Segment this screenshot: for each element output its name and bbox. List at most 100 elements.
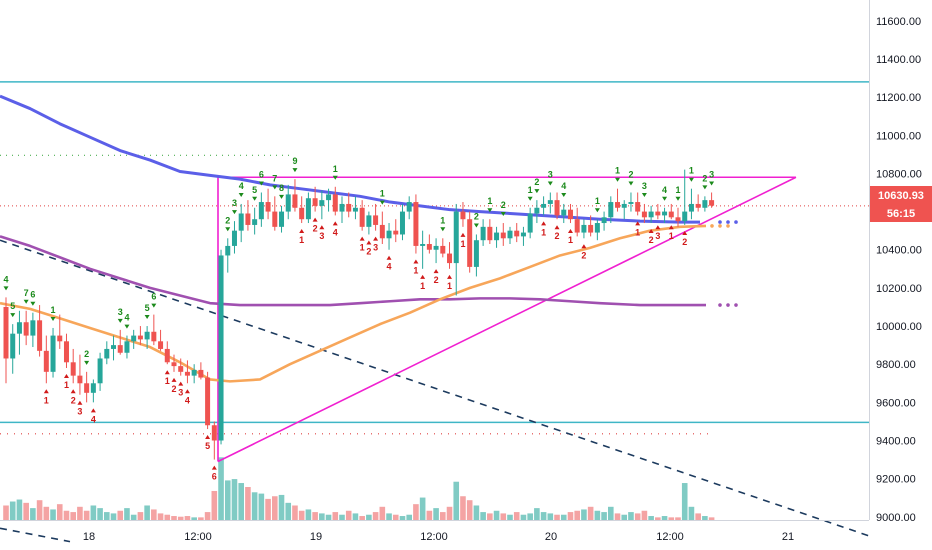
td-sell-count: 1	[360, 243, 365, 253]
candle-body	[534, 207, 540, 214]
td-down-triangle	[252, 196, 258, 201]
td-sell-count: 1	[669, 231, 674, 241]
candle-body	[359, 207, 365, 227]
volume-bar	[601, 512, 607, 520]
volume-bar	[581, 509, 587, 520]
td-down-triangle	[628, 181, 634, 186]
candle-body	[299, 207, 305, 220]
candle-body	[615, 202, 621, 208]
dashed-trendline-lower	[0, 527, 71, 543]
candle-body	[332, 194, 338, 212]
candle-body	[104, 348, 110, 359]
td-up-triangle	[90, 408, 96, 413]
td-down-triangle	[440, 227, 446, 232]
volume-bar	[258, 493, 265, 520]
td-sell-count: 1	[420, 281, 425, 291]
candle-body	[554, 200, 560, 216]
volume-bar	[366, 514, 372, 520]
candle-body	[191, 369, 197, 376]
volume-bar	[554, 514, 560, 520]
candle-body	[111, 345, 117, 349]
volume-bar	[83, 510, 90, 520]
volume-bar	[621, 514, 628, 520]
candle-body	[171, 362, 177, 367]
candle-body	[373, 215, 379, 225]
candle-body	[10, 333, 16, 359]
candle-body	[440, 245, 446, 254]
candle-body	[473, 240, 479, 267]
volume-bar	[648, 516, 654, 520]
td-buy-count: 6	[30, 290, 35, 300]
candle-body	[507, 230, 513, 239]
candle-body	[447, 253, 453, 264]
td-up-triangle	[581, 244, 587, 249]
candle-body	[279, 211, 285, 227]
volume-bar	[500, 513, 507, 520]
time-tick-label: 12:00	[656, 531, 684, 543]
td-up-triangle	[433, 269, 439, 274]
volume-bar	[325, 514, 332, 520]
candle-body	[413, 202, 419, 246]
volume-bar	[298, 510, 305, 520]
volume-bar	[245, 487, 251, 520]
ma-projection-dot	[710, 224, 714, 228]
td-down-triangle	[534, 189, 540, 194]
td-down-triangle	[238, 192, 244, 197]
candle-body	[117, 345, 123, 353]
candle-body	[547, 200, 553, 204]
volume-bar	[238, 483, 244, 520]
volume-bar	[151, 509, 157, 520]
td-down-triangle	[3, 286, 9, 291]
volume-bar	[520, 514, 527, 520]
dashed-trendline-main	[0, 239, 870, 537]
volume-bar	[406, 514, 412, 520]
td-buy-count: 8	[279, 183, 284, 193]
td-down-triangle	[30, 301, 36, 306]
td-up-triangle	[299, 229, 305, 234]
volume-bar	[164, 514, 171, 520]
volume-bar	[43, 506, 50, 520]
price-tick-label: 9000.00	[876, 512, 916, 524]
volume-bar	[251, 492, 258, 520]
candle-body	[198, 369, 204, 378]
td-buy-count: 5	[145, 303, 150, 313]
current-price-badge	[870, 186, 932, 204]
trend-lines	[0, 176, 870, 543]
td-up-triangle	[447, 274, 453, 279]
volume-bar	[36, 500, 43, 520]
candle-body	[43, 350, 49, 372]
td-down-triangle	[688, 177, 694, 182]
td-down-triangle	[547, 181, 553, 186]
candle-body	[467, 219, 473, 267]
volume-bar	[446, 506, 453, 520]
td-down-triangle	[272, 185, 278, 190]
ma-blue-line	[0, 94, 700, 224]
ma-projection-dot	[718, 224, 722, 228]
candle-body	[527, 213, 533, 233]
price-tick-label: 10000.00	[876, 321, 922, 333]
candle-body	[50, 335, 56, 372]
td-buy-count: 4	[561, 181, 566, 191]
td-down-triangle	[10, 313, 16, 318]
volume-bar	[130, 514, 137, 520]
time-tick-label: 12:00	[420, 531, 448, 543]
td-sell-count: 3	[77, 407, 82, 417]
td-sell-count: 2	[434, 275, 439, 285]
candle-body	[346, 203, 352, 212]
volume-bar	[171, 516, 177, 520]
volume-bar	[278, 494, 285, 520]
td-buy-count: 2	[534, 177, 539, 187]
candle-body	[164, 348, 170, 363]
td-sell-count: 4	[185, 395, 190, 405]
volume-bar	[50, 509, 56, 520]
td-buy-count: 1	[380, 189, 385, 199]
td-sell-count: 3	[373, 243, 378, 253]
volume-bar	[668, 517, 675, 520]
td-up-triangle	[373, 236, 379, 241]
candle-body	[252, 219, 258, 225]
candle-body	[487, 226, 493, 241]
td-sell-count: 1	[165, 376, 170, 386]
volume-bar	[184, 516, 191, 520]
horizontal-levels	[0, 81, 869, 435]
td-down-triangle	[662, 196, 668, 201]
